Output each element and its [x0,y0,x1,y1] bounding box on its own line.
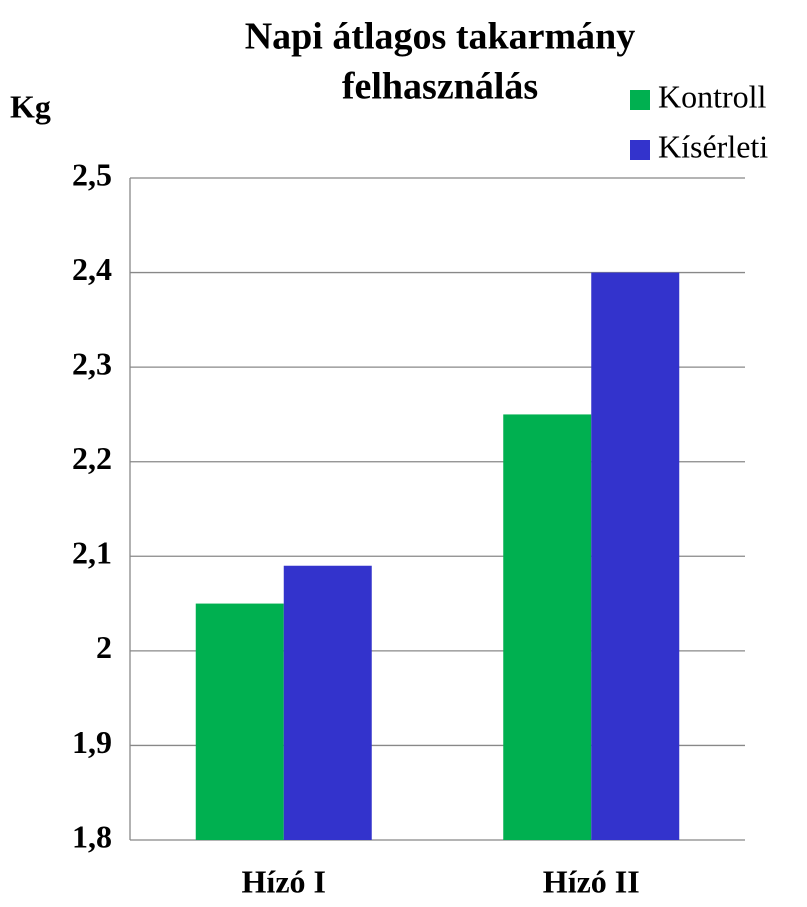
bar [283,565,372,840]
legend-label: Kísérleti [658,128,768,164]
legend-swatch [630,140,650,160]
y-tick-label: 2 [96,629,112,665]
legend-label: Kontroll [658,78,767,114]
bar [503,414,592,840]
y-tick-label: 2,3 [72,345,112,381]
x-tick-label: Hízó I [242,863,326,899]
y-tick-label: 2,2 [72,440,112,476]
bar [195,603,284,840]
y-tick-label: 1,9 [72,724,112,760]
y-tick-label: 2,4 [72,251,112,287]
x-tick-label: Hízó II [543,863,640,899]
y-tick-label: 2,1 [72,535,112,571]
y-tick-label: 1,8 [72,818,112,854]
y-tick-label: 2,5 [72,156,112,192]
legend-swatch [630,90,650,110]
y-axis-label: Kg [10,88,51,124]
chart-title: felhasználás [342,66,538,108]
chart-title: Napi átlagos takarmány [245,16,636,58]
bar [591,272,680,841]
